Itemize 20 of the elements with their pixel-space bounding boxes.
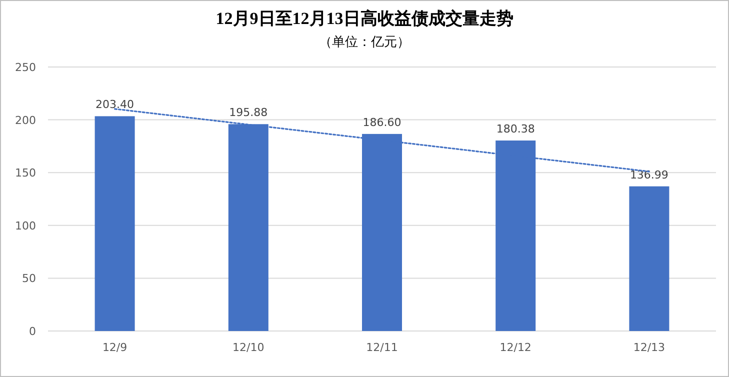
data-label: 180.38 (496, 122, 535, 136)
x-tick-label: 12/10 (232, 341, 264, 354)
data-label: 195.88 (229, 106, 268, 120)
y-tick-label: 150 (15, 166, 36, 180)
data-label: 186.60 (362, 116, 402, 129)
data-label: 203.40 (96, 98, 134, 112)
x-tick-label: 12/12 (500, 341, 532, 354)
y-tick-label: 250 (15, 61, 36, 74)
chart-title: 12月9日至12月13日高收益债成交量走势 (216, 9, 514, 28)
x-tick-label: 12/11 (366, 341, 398, 354)
bar (629, 186, 670, 331)
y-tick-label: 0 (29, 325, 36, 338)
chart-subtitle: （单位：亿元） (319, 34, 410, 49)
bar (94, 116, 135, 331)
y-tick-label: 50 (22, 272, 36, 286)
y-tick-label: 200 (15, 114, 36, 127)
data-label: 136.99 (630, 168, 668, 182)
x-tick-label: 12/9 (102, 341, 128, 354)
y-tick-label: 100 (15, 219, 36, 232)
x-tick-label: 12/13 (633, 341, 666, 354)
